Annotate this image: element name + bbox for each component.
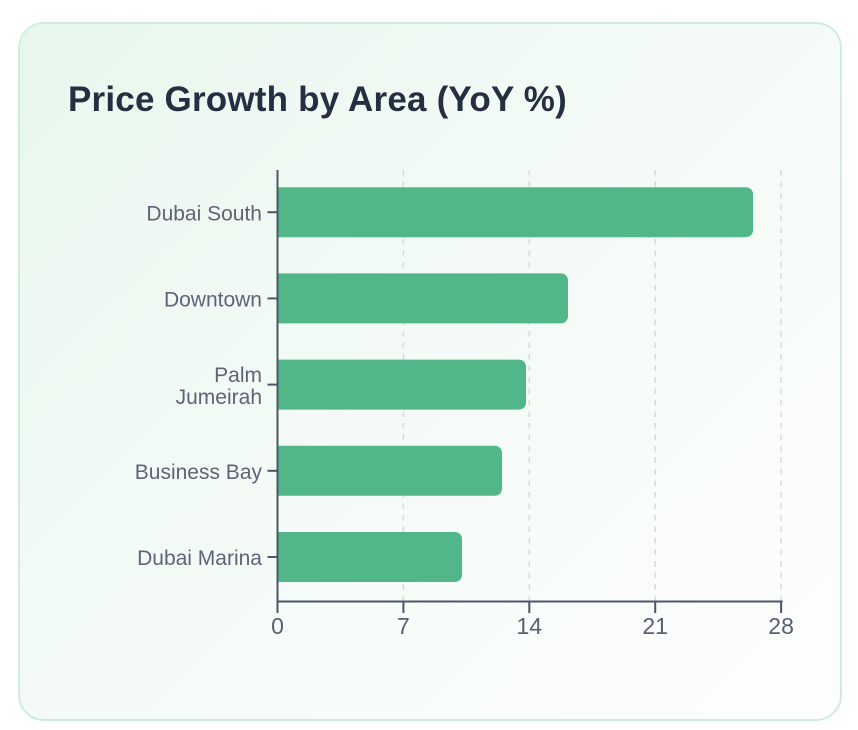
svg-text:Downtown: Downtown [164, 289, 262, 312]
svg-text:28: 28 [768, 613, 794, 639]
svg-text:0: 0 [271, 613, 284, 639]
svg-text:Palm: Palm [214, 364, 262, 387]
svg-text:Dubai South: Dubai South [146, 202, 262, 225]
svg-text:Jumeirah: Jumeirah [176, 386, 262, 409]
svg-text:7: 7 [397, 613, 410, 639]
svg-text:21: 21 [642, 613, 668, 639]
svg-text:Dubai Marina: Dubai Marina [137, 547, 262, 570]
svg-text:Business Bay: Business Bay [135, 461, 263, 484]
svg-text:14: 14 [517, 613, 543, 639]
